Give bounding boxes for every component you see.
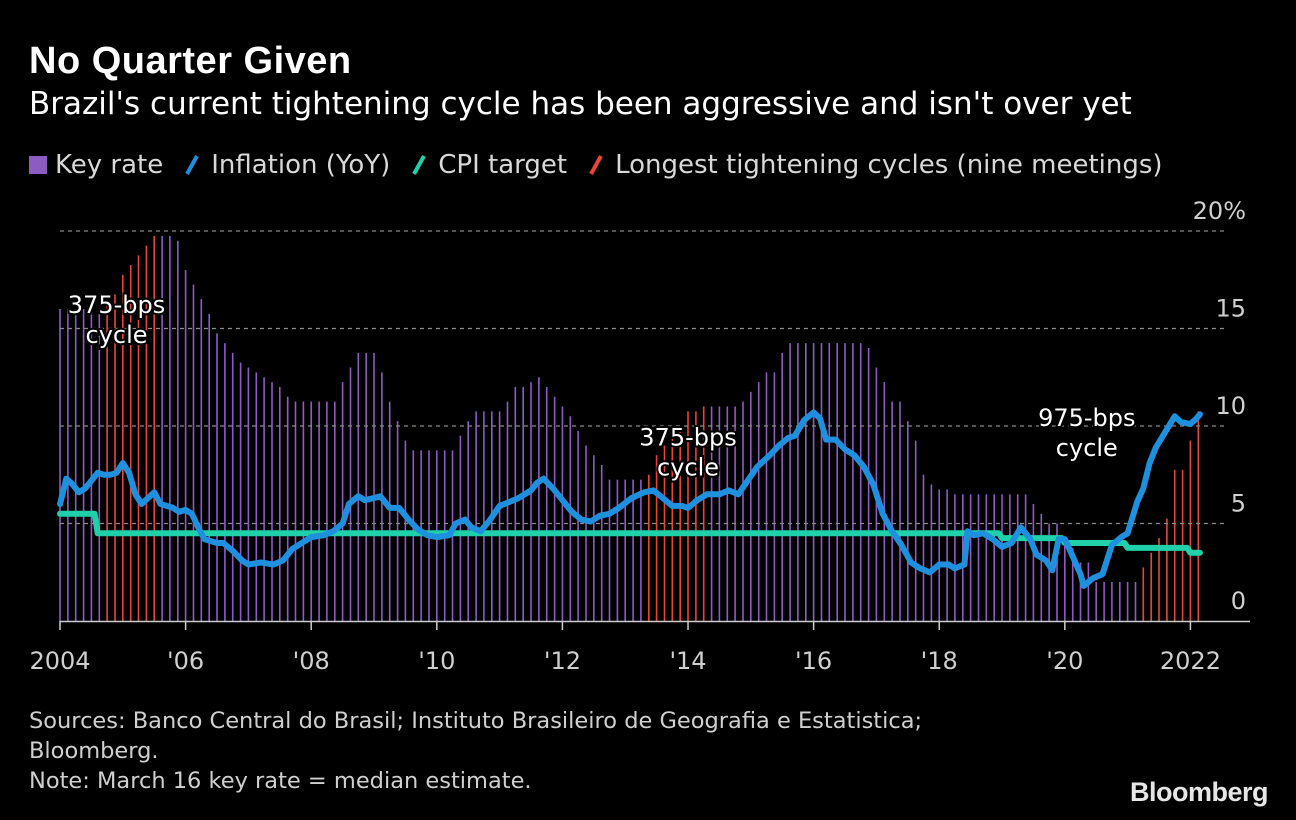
legend: Key rate Inflation (YoY) CPI target Long… [29,150,1163,180]
cycle-annotation: 375-bps cycle [68,291,165,349]
series-lines [57,409,1203,589]
legend-item-tightening: Longest tightening cycles (nine meetings… [589,150,1163,180]
chart-subtitle: Brazil's current tightening cycle has be… [29,86,1132,122]
x-tick-label: '18 [921,647,958,675]
x-tick-label: '08 [293,647,330,675]
annotation-line: cycle [657,454,719,482]
annotation-line: cycle [86,321,148,349]
x-tick-label: '16 [795,647,832,675]
legend-label: CPI target [438,150,568,180]
x-tick-label: 2022 [1160,647,1221,675]
annotation-line: 375-bps [639,424,736,452]
annotation-line: 975-bps [1038,404,1135,432]
axes: 2004 '06 '08 '10 '12 '14 '16 '18 '20 2022 [29,620,1250,675]
sources-text-cont: Bloomberg. [29,738,159,764]
key-rate-swatch-icon [29,156,47,174]
annotation-line: cycle [1056,434,1118,462]
legend-item-inflation: Inflation (YoY) [185,150,390,180]
y-tick-label: 20% [1193,197,1246,225]
gridlines: 0 5 10 15 20% [60,197,1246,615]
cpi-target-swatch-icon [412,154,426,176]
note-text: Note: March 16 key rate = median estimat… [29,768,532,794]
legend-label: Inflation (YoY) [211,150,391,180]
bloomberg-logo: Bloomberg [1129,777,1269,807]
legend-label: Key rate [55,150,164,180]
y-tick-label: 0 [1231,587,1246,615]
legend-label: Longest tightening cycles (nine meetings… [615,150,1163,180]
cycle-annotation: 375-bps cycle [639,424,736,482]
cycle-annotation: 975-bps cycle [1038,404,1135,462]
key-rate-bars [59,235,1200,621]
x-tick-label: '14 [669,647,706,675]
inflation-swatch-icon [185,154,199,176]
inflation-line [57,409,1203,589]
annotation-line: 375-bps [68,291,165,319]
sources-text: Sources: Banco Central do Brasil; Instit… [29,708,923,734]
y-tick-label: 5 [1231,490,1246,518]
chart-title: No Quarter Given [29,40,352,82]
x-tick-label: '12 [544,647,581,675]
x-tick-label: '10 [418,647,455,675]
legend-item-key-rate: Key rate [29,150,163,180]
legend-item-cpi-target: CPI target [412,150,567,180]
tightening-swatch-icon [589,154,603,176]
x-tick-label: '20 [1046,647,1083,675]
y-tick-label: 15 [1215,295,1246,323]
y-tick-label: 10 [1215,392,1246,420]
x-tick-label: 2004 [29,647,90,675]
x-tick-label: '06 [167,647,204,675]
